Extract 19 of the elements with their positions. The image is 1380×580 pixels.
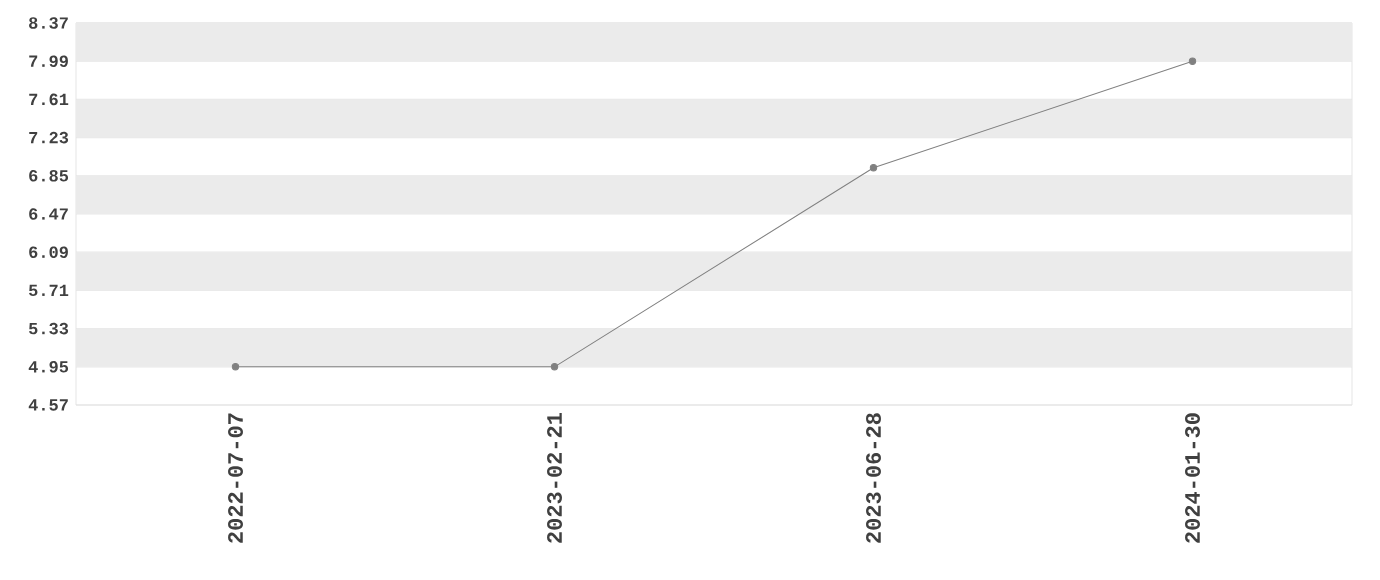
x-tick-label: 2022-07-07 (228, 413, 243, 543)
point (869, 164, 878, 172)
x-tick-label: 2024-01-30 (1185, 413, 1200, 543)
point (231, 363, 240, 371)
y-tick-label: 5.33 (29, 322, 69, 335)
y-tick-label: 4.95 (28, 361, 69, 373)
point (550, 363, 559, 371)
x-tick-label: 2023-02-21 (547, 413, 562, 543)
y-tick-label: 7.99 (29, 55, 68, 67)
y-tick-label: 7.61 (29, 93, 69, 106)
x-tick-label: 2023-06-28 (866, 413, 881, 543)
y-tick-label: 4.57 (28, 399, 68, 411)
y-tick-label: 8.37 (29, 17, 68, 29)
y-tick-label: 5.71 (29, 284, 69, 297)
point (1188, 57, 1197, 65)
y-tick-label: 6.85 (29, 170, 69, 182)
y-tick-label: 7.23 (29, 131, 69, 144)
y-tick-label: 6.47 (29, 208, 68, 220)
y-tick-label: 6.09 (29, 246, 68, 258)
